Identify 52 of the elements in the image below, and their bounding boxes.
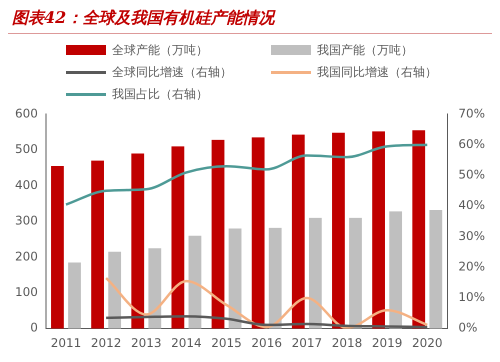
bar	[372, 131, 385, 329]
x-tick-label: 2011	[50, 336, 82, 350]
bar	[429, 210, 442, 329]
line-series	[64, 144, 429, 206]
chart-title: 图表42：全球及我国有机硅产能情况	[8, 8, 492, 34]
bar	[252, 137, 265, 329]
y2-tick-label: 10%	[458, 290, 485, 304]
y-tick-label: 200	[15, 249, 38, 264]
y2-tick-label: 70%	[458, 106, 485, 120]
x-tick-label: 2020	[412, 336, 443, 350]
y-tick-label: 600	[15, 106, 38, 120]
bar	[212, 140, 224, 329]
legend-label: 我国同比增速（右轴）	[317, 64, 437, 80]
bar	[91, 160, 104, 329]
y2-tick-label: 40%	[458, 198, 485, 212]
bar	[188, 236, 202, 329]
y2-tick-label: 50%	[458, 168, 485, 182]
x-tick-label: 2017	[292, 336, 322, 350]
bar	[308, 218, 322, 329]
bar	[131, 154, 144, 329]
y-tick-label: 100	[15, 284, 38, 299]
y2-tick-label: 20%	[458, 259, 485, 274]
y2-tick-label: 60%	[458, 136, 485, 151]
bar	[51, 166, 64, 329]
bar	[412, 130, 426, 329]
bar	[349, 218, 362, 329]
legend-label: 全球产能（万吨）	[112, 42, 208, 58]
x-tick-label: 2013	[130, 336, 162, 350]
y2-tick-label: 30%	[458, 228, 485, 243]
bar	[389, 211, 402, 329]
legend-label: 我国产能（万吨）	[317, 42, 413, 58]
bar	[268, 228, 282, 329]
x-tick-label: 2019	[372, 336, 402, 350]
legend-label: 全球同比增速（右轴）	[112, 64, 232, 80]
y-tick-label: 500	[15, 142, 38, 156]
x-tick-label: 2015	[211, 336, 242, 350]
x-tick-label: 2018	[332, 336, 362, 350]
bar	[228, 228, 242, 329]
x-tick-label: 2012	[90, 336, 122, 350]
y-tick-label: 0	[30, 320, 38, 335]
x-tick-label: 2016	[251, 336, 282, 350]
bar	[332, 132, 345, 329]
y-tick-label: 400	[15, 178, 38, 192]
x-tick-label: 2014	[171, 336, 202, 350]
y2-tick-label: 0%	[458, 320, 478, 335]
bar	[292, 134, 305, 329]
bar	[171, 146, 184, 329]
bar	[148, 248, 162, 329]
bar	[68, 262, 81, 329]
y-tick-label: 300	[15, 214, 38, 228]
line-series	[104, 276, 429, 329]
legend-label: 我国占比（右轴）	[112, 86, 208, 102]
